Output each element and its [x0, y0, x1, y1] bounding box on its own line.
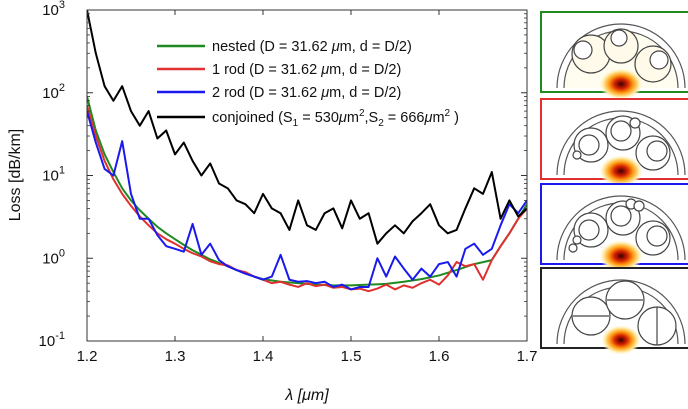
series-conjoined-line — [87, 10, 527, 245]
legend-label-nested: nested (D = 31.62 μm, d = D/2) — [212, 39, 412, 55]
x-tick-label: 1.4 — [253, 348, 274, 365]
legend-label-conjoined: conjoined (S1 = 530μm2,S2 = 666μm2 ) — [212, 108, 459, 129]
legend-label-1-rod: 1 rod (D = 31.62 μm, d = D/2) — [212, 62, 401, 78]
inset-conjoined — [540, 267, 688, 355]
plot-frame — [86, 9, 528, 342]
y-tick-label: 101 — [42, 165, 65, 185]
y-tick-label: 100 — [42, 247, 65, 267]
series-layer — [87, 10, 527, 293]
legend-label-2-rod: 2 rod (D = 31.62 μm, d = D/2) — [212, 85, 401, 101]
y-tick-label: 10-1 — [39, 330, 65, 350]
inset-nested — [540, 11, 688, 100]
x-tick-label: 1.6 — [429, 348, 450, 365]
x-axis-label: λ [μm] — [284, 387, 329, 404]
legend: nested (D = 31.62 μm, d = D/2) 1 rod (D … — [157, 39, 459, 129]
y-axis-label: Loss [dB/km] — [7, 129, 24, 221]
inset-2-rod — [540, 183, 688, 272]
x-tick-label: 1.2 — [77, 348, 98, 365]
x-tick-label: 1.3 — [165, 348, 186, 365]
series-1-rod-line — [87, 105, 527, 293]
plot-area — [87, 10, 527, 341]
y-tick-label: 103 — [42, 0, 65, 19]
x-tick-label: 1.5 — [341, 348, 362, 365]
series-2-rod-line — [87, 110, 527, 291]
y-tick-label: 102 — [42, 82, 65, 102]
x-tick-label: 1.7 — [517, 348, 538, 365]
inset-1-rod — [540, 98, 688, 187]
